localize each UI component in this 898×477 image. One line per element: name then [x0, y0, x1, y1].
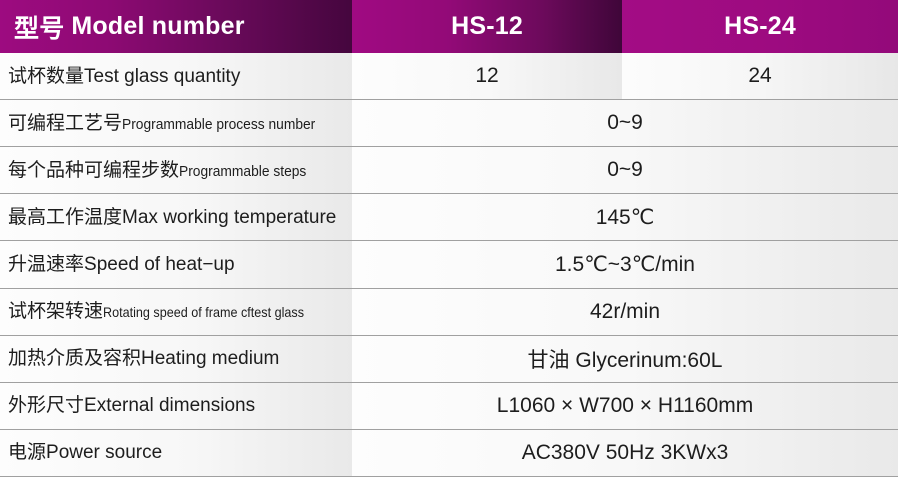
row-label-cell: 电源Power source	[0, 429, 352, 476]
row-label-cn: 加热介质及容积	[8, 348, 142, 370]
row-value-merged: 145℃	[352, 194, 898, 241]
row-value-merged: AC380V 50Hz 3KWx3	[352, 429, 898, 476]
table-row: 外形尺寸External dimensions L1060 × W700 × H…	[0, 382, 898, 430]
row-value-merged: 1.5℃~3℃/min	[352, 241, 898, 288]
table-row: 电源Power source AC380V 50Hz 3KWx3	[0, 429, 898, 477]
row-label-cn: 升温速率	[8, 253, 85, 275]
header-cell-hs24: HS-24	[622, 0, 898, 53]
row-label-cell: 加热介质及容积Heating medium	[0, 335, 352, 382]
row-label-en: Heating medium	[141, 348, 280, 370]
row-label-cell: 试杯架转速Rotating speed of frame cftest glas…	[0, 288, 352, 335]
row-label-en: Programmable process number	[122, 115, 316, 133]
header-cell-hs12: HS-12	[352, 0, 622, 53]
table-header-row: 型号 Model number HS-12 HS-24	[0, 0, 898, 53]
table-row: 可编程工艺号Programmable process number 0~9	[0, 100, 898, 148]
header-model-label-cn: 型号	[14, 14, 65, 43]
row-label-cn: 外形尺寸	[8, 395, 85, 417]
row-label-cell: 升温速率Speed of heat−up	[0, 241, 352, 288]
row-label-cell: 每个品种可编程步数Programmable steps	[0, 147, 352, 194]
table-body: 试杯数量Test glass quantity 12 24 可编程工艺号Prog…	[0, 53, 898, 477]
row-value-hs12: 12	[352, 53, 622, 100]
row-value-merged: L1060 × W700 × H1160mm	[352, 382, 898, 429]
row-label-cell: 可编程工艺号Programmable process number	[0, 100, 352, 147]
header-model-label-en: Model number	[71, 12, 245, 40]
row-label-cn: 最高工作温度	[8, 206, 123, 228]
table-row: 加热介质及容积Heating medium 甘油 Glycerinum:60L	[0, 335, 898, 383]
row-label-en: Programmable steps	[179, 162, 307, 180]
row-label-en: Test glass quantity	[84, 65, 241, 87]
row-label-cell: 试杯数量Test glass quantity	[0, 53, 352, 100]
row-label-cell: 最高工作温度Max working temperature	[0, 194, 352, 241]
header-cell-model: 型号 Model number	[0, 0, 352, 53]
row-value-hs24: 24	[622, 53, 898, 100]
row-label-en: Speed of heat−up	[84, 253, 235, 275]
row-label-cell: 外形尺寸External dimensions	[0, 382, 352, 429]
table-row: 试杯架转速Rotating speed of frame cftest glas…	[0, 288, 898, 336]
table-row: 试杯数量Test glass quantity 12 24	[0, 53, 898, 101]
table-row: 最高工作温度Max working temperature 145℃	[0, 194, 898, 242]
table-row: 每个品种可编程步数Programmable steps 0~9	[0, 147, 898, 195]
row-label-en: Power source	[46, 442, 163, 464]
row-label-en: Rotating speed of frame cftest glass	[103, 304, 305, 321]
row-value-merged: 42r/min	[352, 288, 898, 335]
row-value-merged: 甘油 Glycerinum:60L	[352, 335, 898, 382]
row-label-cn: 可编程工艺号	[8, 112, 123, 134]
row-value-merged: 0~9	[352, 147, 898, 194]
row-label-cn: 每个品种可编程步数	[8, 159, 180, 181]
row-label-cn: 电源	[8, 442, 47, 464]
table-row: 升温速率Speed of heat−up 1.5℃~3℃/min	[0, 241, 898, 289]
row-label-cn: 试杯架转速	[8, 301, 104, 323]
row-value-merged: 0~9	[352, 100, 898, 147]
row-label-cn: 试杯数量	[8, 65, 85, 87]
row-label-en: Max working temperature	[122, 206, 337, 228]
row-label-en: External dimensions	[84, 395, 256, 417]
